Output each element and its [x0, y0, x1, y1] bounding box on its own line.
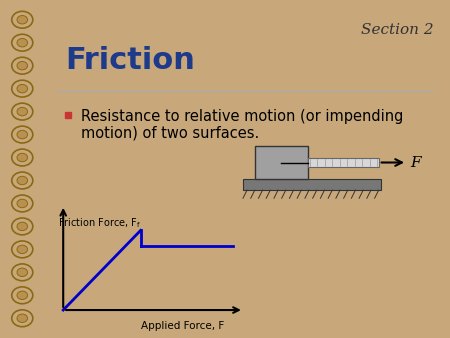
- Circle shape: [12, 57, 33, 74]
- Text: Section 2: Section 2: [361, 23, 433, 37]
- Circle shape: [17, 130, 27, 139]
- Circle shape: [12, 103, 33, 120]
- Circle shape: [17, 62, 27, 70]
- Circle shape: [12, 80, 33, 97]
- Circle shape: [17, 153, 27, 162]
- Circle shape: [12, 310, 33, 327]
- Text: F: F: [410, 155, 421, 170]
- Circle shape: [17, 107, 27, 116]
- Circle shape: [12, 218, 33, 235]
- Circle shape: [12, 287, 33, 304]
- Circle shape: [17, 176, 27, 185]
- Circle shape: [17, 314, 27, 322]
- Circle shape: [17, 268, 27, 276]
- Bar: [255, 146, 308, 179]
- Bar: [308, 159, 379, 167]
- Circle shape: [17, 222, 27, 231]
- Circle shape: [17, 245, 27, 254]
- Circle shape: [12, 11, 33, 28]
- Circle shape: [17, 84, 27, 93]
- Circle shape: [12, 195, 33, 212]
- Text: motion) of two surfaces.: motion) of two surfaces.: [81, 125, 259, 140]
- Circle shape: [12, 126, 33, 143]
- Circle shape: [12, 34, 33, 51]
- Circle shape: [12, 172, 33, 189]
- Circle shape: [12, 149, 33, 166]
- Circle shape: [17, 39, 27, 47]
- Bar: [243, 179, 381, 190]
- Circle shape: [17, 291, 27, 299]
- Circle shape: [12, 241, 33, 258]
- Text: Friction: Friction: [65, 46, 195, 75]
- Circle shape: [17, 199, 27, 208]
- Circle shape: [12, 264, 33, 281]
- Text: Friction Force, F$_\mathregular{f}$: Friction Force, F$_\mathregular{f}$: [58, 216, 140, 230]
- Text: Applied Force, F: Applied Force, F: [141, 321, 225, 331]
- Text: Resistance to relative motion (or impending: Resistance to relative motion (or impend…: [81, 109, 403, 124]
- Circle shape: [17, 16, 27, 24]
